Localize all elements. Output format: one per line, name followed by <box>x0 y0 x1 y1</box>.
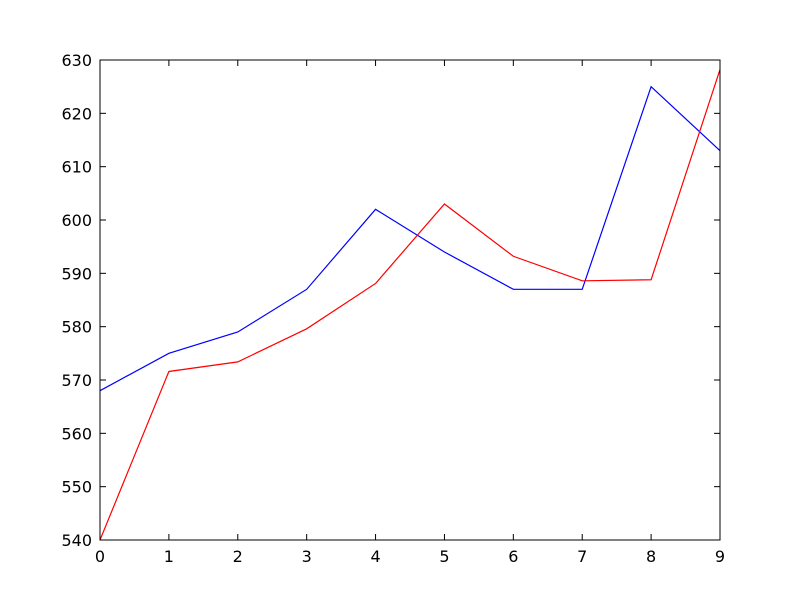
y-tick-label: 540 <box>61 531 92 550</box>
x-axis: 0 1 2 3 4 5 6 7 8 9 <box>95 60 725 566</box>
x-tick-label: 9 <box>715 547 725 566</box>
x-tick-label: 2 <box>233 547 243 566</box>
series-line-1 <box>99 85 721 392</box>
x-tick-label: 7 <box>577 547 587 566</box>
series-layer <box>99 69 721 541</box>
y-tick-label: 570 <box>61 371 92 390</box>
series-line-2 <box>99 69 721 541</box>
x-tick-label: 3 <box>302 547 312 566</box>
y-tick-label: 580 <box>61 318 92 337</box>
y-tick-label: 620 <box>61 104 92 123</box>
y-tick-label: 560 <box>61 424 92 443</box>
x-tick-label: 4 <box>370 547 380 566</box>
plot-frame <box>99 59 721 541</box>
x-tick-label: 0 <box>95 547 105 566</box>
y-tick-label: 550 <box>61 478 92 497</box>
x-tick-label: 5 <box>439 547 449 566</box>
x-tick-label: 1 <box>164 547 174 566</box>
y-tick-label: 590 <box>61 264 92 283</box>
y-tick-label: 610 <box>61 158 92 177</box>
y-tick-label: 630 <box>61 51 92 70</box>
x-tick-label: 8 <box>646 547 656 566</box>
y-axis: 540 550 560 570 580 590 600 610 620 630 <box>61 51 720 550</box>
x-tick-label: 6 <box>508 547 518 566</box>
y-tick-label: 600 <box>61 211 92 230</box>
